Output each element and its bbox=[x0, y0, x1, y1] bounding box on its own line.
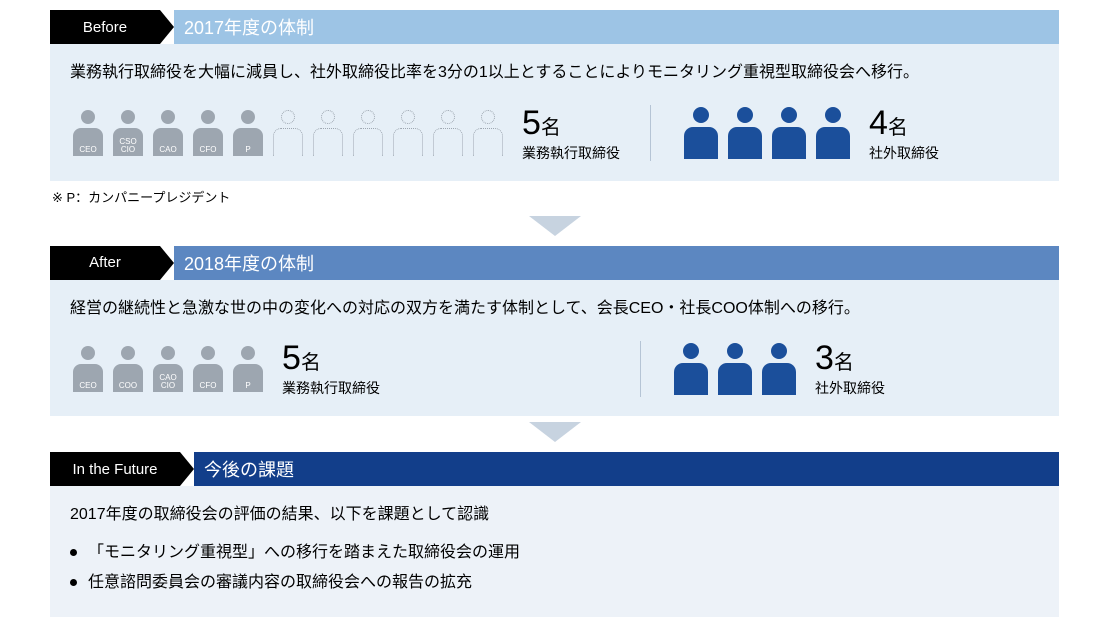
outside-label: 社外取締役 bbox=[869, 143, 939, 163]
exec-label: 業務執行取締役 bbox=[522, 143, 620, 163]
chevron-right-icon bbox=[180, 452, 194, 486]
bullet-item: 任意諮問委員会の審議内容の取締役会への報告の拡充 bbox=[70, 568, 1039, 598]
after-outside-icons bbox=[671, 343, 799, 395]
count-unit: 名 bbox=[541, 111, 561, 140]
bullet-item: 「モニタリング重視型」への移行を踏まえた取締役会の運用 bbox=[70, 538, 1039, 568]
before-outside-group: 4 名 社外取締役 bbox=[681, 104, 939, 163]
person-icon bbox=[470, 110, 506, 156]
before-row: CEOCSO CIOCAOCFOP 5 名 業務執行取締役 4 名 bbox=[70, 104, 1039, 163]
before-title: 2017年度の体制 bbox=[174, 10, 1059, 44]
after-outside-group: 3 名 社外取締役 bbox=[671, 339, 885, 398]
footnote: ※ P：カンパニープレジデント bbox=[52, 187, 1059, 206]
person-icon bbox=[759, 343, 799, 395]
divider bbox=[650, 105, 651, 161]
after-description: 経営の継続性と急激な世の中の変化への対応の双方を満たす体制として、会長CEO・社… bbox=[70, 296, 1039, 322]
before-body: 業務執行取締役を大幅に減員し、社外取締役比率を3分の1以上とすることによりモニタ… bbox=[50, 44, 1059, 181]
future-panel: In the Future 今後の課題 2017年度の取締役会の評価の結果、以下… bbox=[50, 452, 1059, 616]
before-tag: Before bbox=[50, 10, 160, 44]
exec-label: 業務執行取締役 bbox=[282, 378, 380, 398]
future-description: 2017年度の取締役会の評価の結果、以下を課題として認識 bbox=[70, 502, 1039, 528]
person-icon bbox=[350, 110, 386, 156]
count-unit: 名 bbox=[301, 346, 321, 375]
count-number: 5 bbox=[522, 104, 541, 143]
person-icon bbox=[681, 107, 721, 159]
person-icon: P bbox=[230, 346, 266, 392]
person-icon: CAO CIO bbox=[150, 346, 186, 392]
after-header: After 2018年度の体制 bbox=[50, 246, 1059, 280]
before-outside-icons bbox=[681, 107, 853, 159]
before-header: Before 2017年度の体制 bbox=[50, 10, 1059, 44]
chevron-down-icon bbox=[529, 216, 581, 236]
person-icon: CEO bbox=[70, 110, 106, 156]
future-header: In the Future 今後の課題 bbox=[50, 452, 1059, 486]
chevron-right-icon bbox=[160, 10, 174, 44]
person-icon bbox=[310, 110, 346, 156]
after-row: CEOCOOCAO CIOCFOP 5 名 業務執行取締役 3 名 bbox=[70, 339, 1039, 398]
person-icon bbox=[671, 343, 711, 395]
future-body: 2017年度の取締役会の評価の結果、以下を課題として認識 「モニタリング重視型」… bbox=[50, 486, 1059, 616]
count-number: 5 bbox=[282, 339, 301, 378]
after-body: 経営の継続性と急激な世の中の変化への対応の双方を満たす体制として、会長CEO・社… bbox=[50, 280, 1059, 417]
after-panel: After 2018年度の体制 経営の継続性と急激な世の中の変化への対応の双方を… bbox=[50, 246, 1059, 417]
future-tag: In the Future bbox=[50, 452, 180, 486]
after-exec-icons: CEOCOOCAO CIOCFOP bbox=[70, 346, 266, 392]
count-number: 3 bbox=[815, 339, 834, 378]
person-icon: CAO bbox=[150, 110, 186, 156]
person-icon: COO bbox=[110, 346, 146, 392]
after-tag: After bbox=[50, 246, 160, 280]
person-icon: P bbox=[230, 110, 266, 156]
person-icon: CEO bbox=[70, 346, 106, 392]
person-icon bbox=[715, 343, 755, 395]
before-exec-count: 5 名 業務執行取締役 bbox=[522, 104, 620, 163]
person-icon bbox=[430, 110, 466, 156]
before-exec-group: CEOCSO CIOCAOCFOP 5 名 業務執行取締役 bbox=[70, 104, 620, 163]
count-unit: 名 bbox=[888, 111, 908, 140]
after-exec-group: CEOCOOCAO CIOCFOP 5 名 業務執行取締役 bbox=[70, 339, 380, 398]
future-bullet-list: 「モニタリング重視型」への移行を踏まえた取締役会の運用任意諮問委員会の審議内容の… bbox=[70, 538, 1039, 599]
before-panel: Before 2017年度の体制 業務執行取締役を大幅に減員し、社外取締役比率を… bbox=[50, 10, 1059, 181]
person-icon: CSO CIO bbox=[110, 110, 146, 156]
after-exec-count: 5 名 業務執行取締役 bbox=[282, 339, 380, 398]
person-icon bbox=[725, 107, 765, 159]
person-icon bbox=[270, 110, 306, 156]
person-icon bbox=[813, 107, 853, 159]
count-unit: 名 bbox=[834, 346, 854, 375]
count-number: 4 bbox=[869, 104, 888, 143]
before-description: 業務執行取締役を大幅に減員し、社外取締役比率を3分の1以上とすることによりモニタ… bbox=[70, 60, 1039, 86]
before-exec-icons: CEOCSO CIOCAOCFOP bbox=[70, 110, 506, 156]
person-icon bbox=[769, 107, 809, 159]
person-icon bbox=[390, 110, 426, 156]
future-title: 今後の課題 bbox=[194, 452, 1059, 486]
person-icon: CFO bbox=[190, 346, 226, 392]
divider bbox=[640, 341, 641, 397]
chevron-right-icon bbox=[160, 246, 174, 280]
after-title: 2018年度の体制 bbox=[174, 246, 1059, 280]
chevron-down-icon bbox=[529, 422, 581, 442]
after-outside-count: 3 名 社外取締役 bbox=[815, 339, 885, 398]
before-outside-count: 4 名 社外取締役 bbox=[869, 104, 939, 163]
outside-label: 社外取締役 bbox=[815, 378, 885, 398]
person-icon: CFO bbox=[190, 110, 226, 156]
